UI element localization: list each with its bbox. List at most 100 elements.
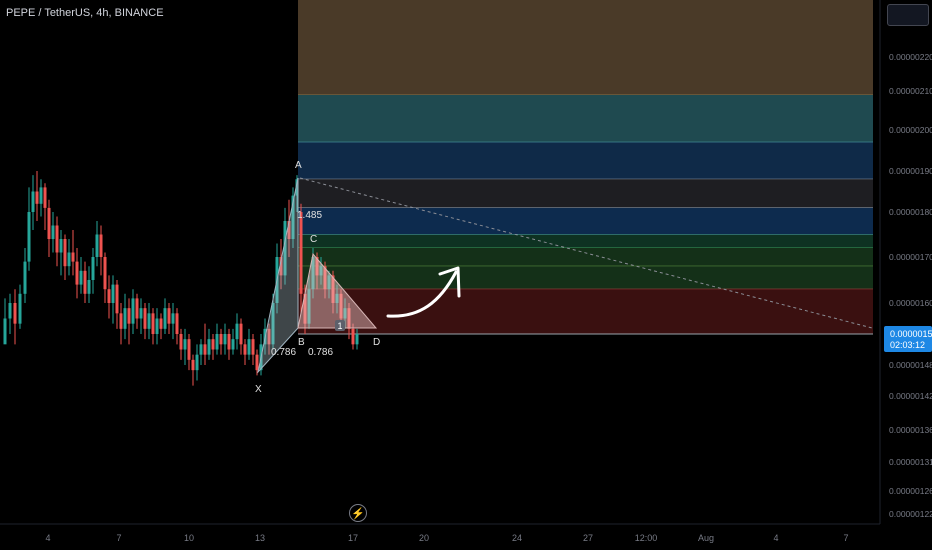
candle-body xyxy=(75,261,79,285)
candle-body xyxy=(183,339,187,350)
candle-body xyxy=(291,195,295,239)
candle-body xyxy=(303,293,307,324)
fib-zone xyxy=(298,0,873,95)
candle-body xyxy=(255,354,259,371)
candle-body xyxy=(283,221,287,276)
time-tick-label: 7 xyxy=(843,533,848,543)
candle-body xyxy=(39,187,43,204)
symbol-title: PEPE / TetherUS, 4h, BINANCE xyxy=(6,7,164,19)
candle-body xyxy=(279,257,283,276)
fib-zone xyxy=(298,234,873,248)
ratio-label: 0.786 xyxy=(308,347,333,358)
candle-body xyxy=(247,339,251,355)
candle-body xyxy=(115,284,119,314)
fib-zone xyxy=(298,289,873,334)
candle-body xyxy=(111,284,115,303)
candle-body xyxy=(171,313,175,324)
fib-zone xyxy=(298,248,873,267)
candle-body xyxy=(211,339,215,350)
projection-arrow xyxy=(386,270,458,318)
price-tick-label: 0.00000180 xyxy=(889,207,932,217)
candle-body xyxy=(123,308,127,329)
price-tick-label: 0.00000210 xyxy=(889,86,932,96)
pattern-point-label: B xyxy=(298,337,305,348)
price-tick-label: 0.00000190 xyxy=(889,166,932,176)
time-tick-label: 17 xyxy=(348,533,358,543)
candle-body xyxy=(67,252,71,267)
candle-body xyxy=(131,298,135,324)
time-tick-label: 7 xyxy=(116,533,121,543)
candle-body xyxy=(91,257,95,280)
current-price-tag xyxy=(884,326,932,352)
time-tick-label: 4 xyxy=(773,533,778,543)
candle-body xyxy=(155,318,159,334)
pattern-point-label: D xyxy=(373,337,380,348)
candle-body xyxy=(243,344,247,355)
pattern-point-label: C xyxy=(310,234,317,245)
time-tick-label: 10 xyxy=(184,533,194,543)
candle-body xyxy=(199,344,203,355)
fib-zone xyxy=(298,207,873,235)
price-tick-label: 0.00000142 xyxy=(889,391,932,401)
price-tick-label: 0.00000148 xyxy=(889,360,932,370)
time-tick-label: 12:00 xyxy=(635,533,658,543)
candle-body xyxy=(103,257,107,290)
candle-body xyxy=(99,234,103,257)
candle-body xyxy=(331,275,335,303)
fib-zone xyxy=(298,179,873,208)
candle-body xyxy=(195,354,199,371)
candle-body xyxy=(135,298,139,319)
candle-body xyxy=(23,261,27,294)
candle-body xyxy=(335,293,339,303)
candle-body xyxy=(307,289,311,324)
toolbar-button[interactable] xyxy=(887,4,929,26)
candle-body xyxy=(47,207,51,239)
candle-body xyxy=(127,308,131,324)
candle-body xyxy=(355,334,359,345)
candle-body xyxy=(18,293,22,324)
candle-body xyxy=(51,225,55,239)
candle-body xyxy=(231,339,235,350)
candle-body xyxy=(139,308,143,319)
candle-body xyxy=(13,303,17,324)
time-tick-label: Aug xyxy=(698,533,714,543)
candle-body xyxy=(27,212,31,262)
price-tick-label: 0.00000122 xyxy=(889,509,932,519)
candle-body xyxy=(167,308,171,324)
candle-body xyxy=(151,313,155,334)
candle-body xyxy=(235,323,239,340)
time-tick-label: 4 xyxy=(45,533,50,543)
candle-body xyxy=(31,191,35,212)
candle-body xyxy=(295,179,299,196)
candle-body xyxy=(239,323,243,345)
trend-line xyxy=(299,177,873,329)
candle-body xyxy=(35,191,39,204)
price-tick-label: 0.00000126 xyxy=(889,486,932,496)
candle-body xyxy=(163,308,167,329)
candle-body xyxy=(299,212,303,294)
candle-body xyxy=(323,266,327,290)
candle-body xyxy=(87,280,91,294)
candle-body xyxy=(187,339,191,360)
ratio-label: 1.485 xyxy=(297,210,322,221)
ratio-label: 0.786 xyxy=(271,347,296,358)
candle-body xyxy=(63,239,67,267)
candle-body xyxy=(43,187,47,208)
flash-icon[interactable]: ⚡ xyxy=(349,504,367,522)
candle-body xyxy=(311,257,315,290)
fib-zone xyxy=(298,142,873,180)
candle-body xyxy=(59,239,63,253)
price-tick-label: 0.00000131 xyxy=(889,457,932,467)
candle-body xyxy=(287,221,291,239)
countdown-label: 02:03:12 xyxy=(890,340,925,350)
pattern-point-label: A xyxy=(295,160,302,171)
candle-body xyxy=(347,308,351,329)
d-badge xyxy=(335,320,345,331)
candle-body xyxy=(251,339,255,355)
projection-arrow-head xyxy=(438,266,461,298)
fib-zone xyxy=(298,266,873,290)
candle-body xyxy=(3,318,7,345)
candle-body xyxy=(227,334,231,350)
candle-body xyxy=(147,313,151,329)
